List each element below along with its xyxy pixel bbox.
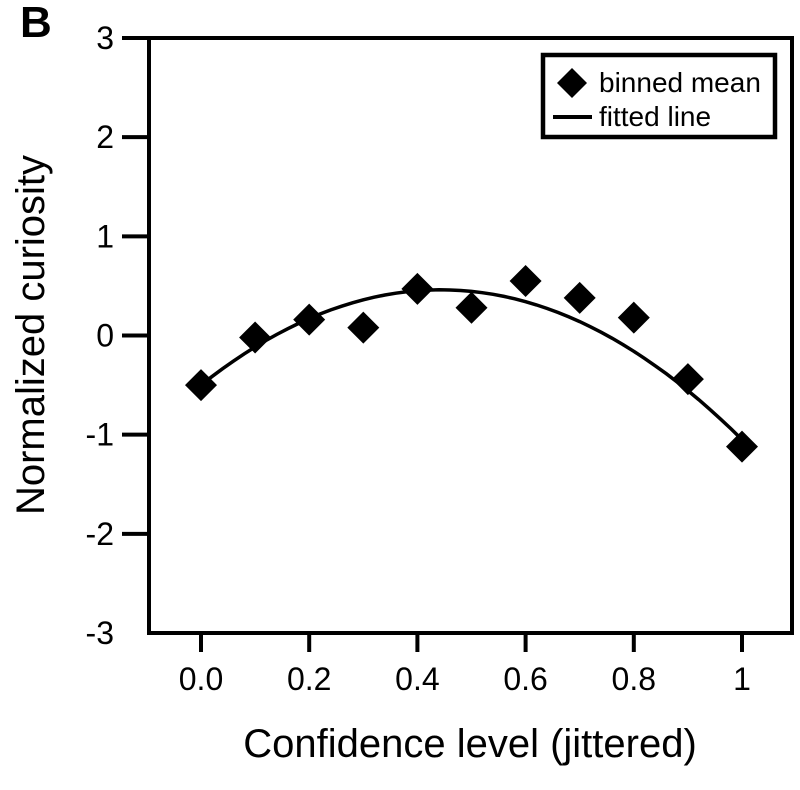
y-tick-label: -2 <box>86 516 114 552</box>
x-tick-label: 1 <box>733 661 751 697</box>
y-tick-label: 0 <box>96 318 114 354</box>
data-point-diamond <box>293 303 326 336</box>
legend-box <box>540 52 778 140</box>
data-point-diamond <box>617 301 650 334</box>
y-tick-label: -3 <box>86 615 114 651</box>
legend-label-binned-mean: binned mean <box>599 67 761 98</box>
x-tick-label: 0.4 <box>395 661 439 697</box>
data-point-diamond <box>185 369 217 402</box>
y-axis-label: Normalized curiosity <box>9 155 53 515</box>
data-point-diamond <box>347 311 380 344</box>
data-point-diamond <box>671 363 704 396</box>
diamond-icon <box>557 68 587 98</box>
y-tick-label: -1 <box>86 417 114 453</box>
data-point-diamond <box>509 264 542 297</box>
data-point-diamond <box>401 272 434 305</box>
x-tick-label: 0.0 <box>179 661 223 697</box>
x-tick-label: 0.6 <box>503 661 547 697</box>
data-point-diamond <box>726 430 758 463</box>
x-axis-ticks: 0.0 0.2 0.4 0.6 0.8 1 <box>179 633 751 697</box>
panel-label: B <box>20 0 52 47</box>
y-tick-label: 3 <box>96 20 114 56</box>
y-tick-label: 2 <box>96 119 114 155</box>
x-tick-label: 0.2 <box>287 661 331 697</box>
x-tick-label: 0.8 <box>612 661 656 697</box>
x-axis-label: Confidence level (jittered) <box>243 722 697 766</box>
legend: binned mean fitted line <box>540 52 778 140</box>
data-point-diamond <box>239 321 272 354</box>
data-point-diamond <box>563 281 596 314</box>
fitted-line-series <box>199 288 744 441</box>
y-tick-label: 1 <box>96 218 114 254</box>
legend-label-fitted-line: fitted line <box>599 101 711 132</box>
binned-mean-series <box>185 264 758 463</box>
fitted-line-path <box>199 288 744 441</box>
data-point-diamond <box>455 291 488 324</box>
y-axis-ticks: 3 2 1 0 -1 -2 -3 <box>86 20 149 651</box>
